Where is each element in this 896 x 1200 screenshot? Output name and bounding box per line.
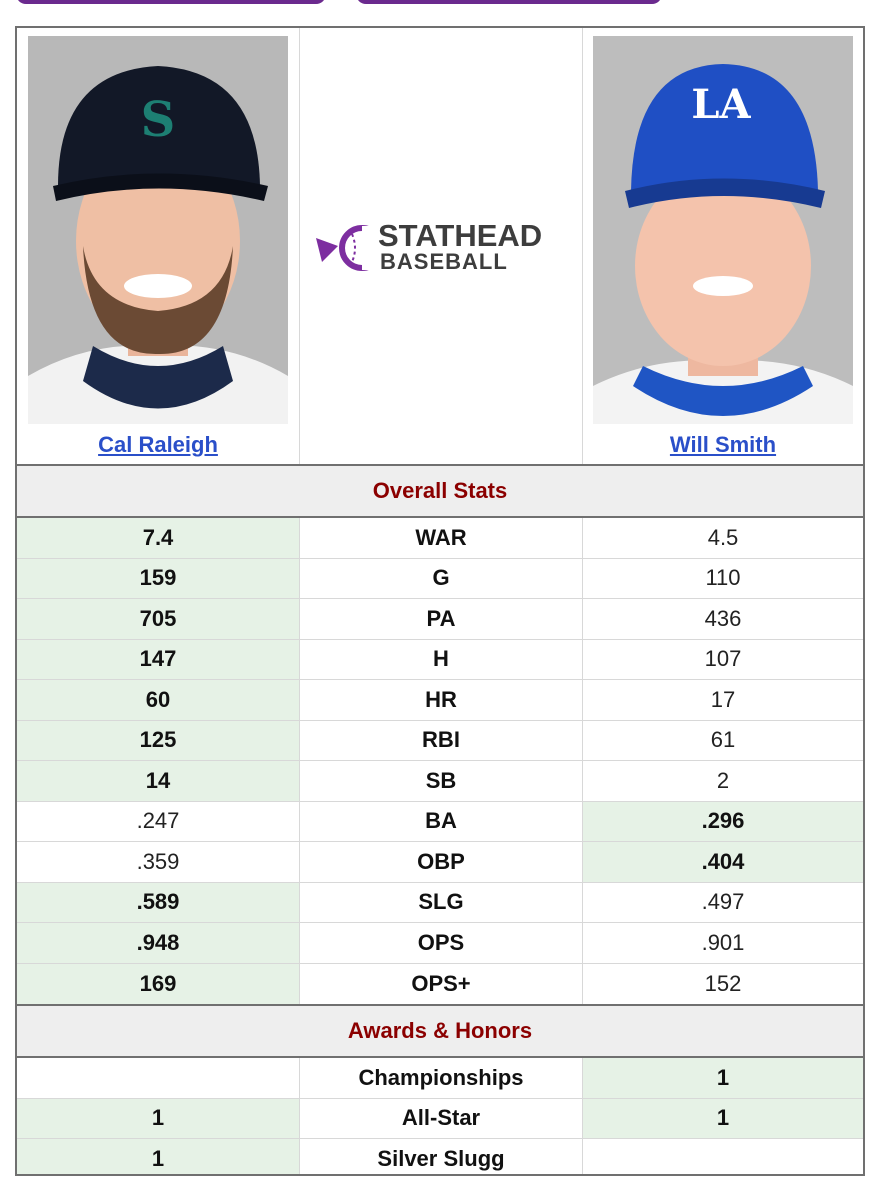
stat-left-value: 7.4 — [17, 518, 300, 558]
player-comparison-table: S Cal Raleigh STATHEAD BASEBALL — [15, 26, 865, 1176]
stat-right-value: .404 — [583, 842, 863, 882]
stat-label: OPS — [300, 923, 583, 963]
award-left-value — [17, 1058, 300, 1098]
stat-right-value: 17 — [710, 686, 736, 712]
svg-text:S: S — [141, 92, 176, 148]
award-right-value — [583, 1139, 863, 1174]
right-player-photo: LA — [593, 36, 853, 424]
awards-honors-header: Awards & Honors — [17, 1006, 863, 1058]
stat-left-value: .589 — [17, 882, 300, 922]
award-row: 1 All-Star 1 — [17, 1098, 863, 1139]
stat-left-value: 60 — [17, 680, 300, 720]
stat-right-value: .901 — [701, 929, 745, 955]
award-label: Championships — [300, 1058, 583, 1098]
stat-row: 159 G 110 — [17, 558, 863, 599]
left-player-photo: S — [28, 36, 288, 424]
stat-label: SB — [300, 761, 583, 801]
stat-right-value: 107 — [704, 646, 742, 672]
stat-left-value: 125 — [17, 720, 300, 760]
stat-row: 14 SB 2 — [17, 761, 863, 802]
stat-row: .247 BA .296 — [17, 801, 863, 842]
stat-left-value: 169 — [17, 963, 300, 1004]
stat-row: 7.4 WAR 4.5 — [17, 518, 863, 559]
award-label: All-Star — [300, 1098, 583, 1138]
stat-left-value: .948 — [17, 923, 300, 963]
awards-body: Championships 1 1 All-Star 1 1 Silver Slugg — [17, 1058, 863, 1174]
stat-left-value: 14 — [17, 761, 300, 801]
stat-label: PA — [300, 599, 583, 639]
stat-row: 60 HR 17 — [17, 680, 863, 721]
logo-cell: STATHEAD BASEBALL — [300, 28, 583, 464]
stat-row: 147 H 107 — [17, 639, 863, 680]
award-left-value: 1 — [17, 1139, 300, 1174]
stat-row: .589 SLG .497 — [17, 882, 863, 923]
svg-text:LA: LA — [691, 81, 751, 128]
stat-row: 705 PA 436 — [17, 599, 863, 640]
logo-line2: BASEBALL — [380, 249, 508, 274]
stat-left-value: .247 — [17, 801, 300, 841]
stat-label: OBP — [300, 842, 583, 882]
stathead-baseball-logo[interactable]: STATHEAD BASEBALL — [306, 216, 576, 276]
award-left-value: 1 — [17, 1098, 300, 1138]
stat-left-value: 147 — [17, 639, 300, 679]
right-player-name-link[interactable]: Will Smith — [669, 432, 777, 457]
stat-right-value: .497 — [701, 889, 745, 915]
stat-row: .359 OBP .404 — [17, 842, 863, 883]
stat-label: G — [300, 558, 583, 598]
stat-label: BA — [300, 801, 583, 841]
stat-right-value: 436 — [704, 605, 742, 631]
award-row: 1 Silver Slugg — [17, 1139, 863, 1174]
left-player-cell: S Cal Raleigh — [17, 28, 300, 464]
stat-row: 169 OPS+ 152 — [17, 963, 863, 1004]
stat-right-value: 2 — [716, 767, 730, 793]
stat-label: RBI — [300, 720, 583, 760]
stat-label: WAR — [300, 518, 583, 558]
left-player-name-link[interactable]: Cal Raleigh — [98, 432, 218, 457]
overall-stats-header: Overall Stats — [17, 466, 863, 518]
players-header-row: S Cal Raleigh STATHEAD BASEBALL — [17, 28, 863, 466]
stat-right-value: .296 — [583, 801, 863, 841]
award-row: Championships 1 — [17, 1058, 863, 1099]
overall-stats-body: 7.4 WAR 4.5 159 G 110 705 PA 436 147 H 107 60 HR 17 125… — [17, 518, 863, 1006]
top-nav-tab-right[interactable] — [356, 0, 662, 4]
stat-row: .948 OPS .901 — [17, 923, 863, 964]
stat-label: SLG — [300, 882, 583, 922]
logo-line1: STATHEAD — [378, 218, 542, 253]
stat-right-value: 61 — [710, 727, 736, 753]
right-player-cell: LA Will Smith — [583, 28, 863, 464]
dodgers-player-headshot: LA — [593, 36, 853, 424]
stat-row: 125 RBI 61 — [17, 720, 863, 761]
stat-label: HR — [300, 680, 583, 720]
mariners-player-headshot: S — [28, 36, 288, 424]
stat-left-value: 159 — [17, 558, 300, 598]
stat-right-value: 110 — [705, 565, 741, 591]
stat-right-value: 152 — [704, 970, 742, 996]
stat-right-value: 4.5 — [707, 524, 739, 550]
stat-left-value: 705 — [17, 599, 300, 639]
stat-label: H — [300, 639, 583, 679]
top-nav-tab-left[interactable] — [16, 0, 326, 4]
award-right-value: 1 — [583, 1058, 863, 1098]
award-label: Silver Slugg — [300, 1139, 583, 1174]
stat-left-value: .359 — [17, 842, 300, 882]
stat-label: OPS+ — [300, 963, 583, 1004]
award-right-value: 1 — [583, 1098, 863, 1138]
